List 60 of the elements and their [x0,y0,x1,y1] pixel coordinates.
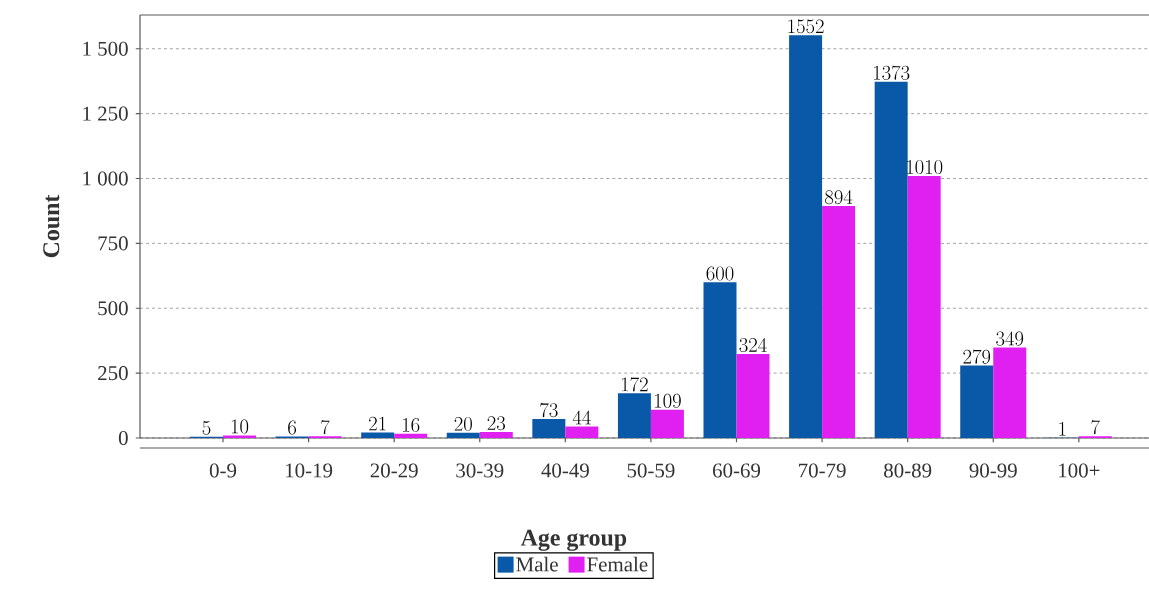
data-label: 1552 [788,19,824,34]
bar [361,432,395,438]
bar [479,432,513,438]
data-label: 349 [996,331,1024,346]
x-tick-label: 30-39 [456,463,504,478]
data-label: 1373 [874,65,910,80]
data-label: 600 [706,266,734,281]
data-label: 6 [288,420,297,435]
bar [394,433,428,438]
data-label: 279 [963,349,991,364]
x-tick-label: 90-99 [969,463,1017,478]
x-axis-title: Age group [520,529,627,551]
data-label: 44 [572,410,591,425]
y-tick-label: 750 [98,236,128,251]
y-tick-label: 1 500 [83,41,128,56]
data-label: 1 [1059,421,1066,436]
y-axis-title: Count [43,194,60,258]
bar [907,175,941,438]
bar [703,282,737,438]
x-tick-label: 80-89 [884,463,932,478]
x-tick-label: 0-9 [209,463,237,478]
data-label: 324 [739,337,767,353]
x-tick-label: 50-59 [627,463,675,478]
x-tick-label: 60-69 [713,463,761,478]
bar [736,353,770,438]
y-tick-label: 0 [118,430,128,446]
data-label: 23 [487,416,506,431]
bar [565,426,599,438]
bar [960,365,994,438]
x-tick-label: 100+ [1059,463,1100,478]
bar [446,432,480,438]
bar [874,81,908,438]
data-label: 894 [825,189,853,205]
data-label: 5 [202,420,211,435]
legend-label: Female [587,556,648,572]
data-label: 172 [622,377,648,392]
x-tick-label: 20-29 [370,463,418,478]
x-tick-label: 10-19 [286,463,333,478]
data-label: 10 [231,419,249,434]
y-tick-label: 1 000 [83,171,128,186]
bar [650,409,684,438]
y-tick-label: 250 [98,366,128,381]
bar [789,35,823,438]
data-label: 16 [403,417,420,432]
data-label: 109 [655,393,681,408]
y-tick-label: 500 [98,301,128,316]
data-label: 21 [369,416,386,431]
y-tick-label: 1 250 [83,106,128,121]
data-label: 20 [454,416,472,431]
bar [617,393,651,438]
x-tick-label: 70-79 [799,463,846,478]
bar [822,206,856,438]
data-label: 7 [321,420,330,435]
data-label: 73 [540,402,558,418]
legend-label: Male [516,556,558,572]
x-tick-label: 40-49 [541,463,589,478]
bar [223,435,257,438]
bar [532,419,566,438]
bar [993,347,1027,438]
data-label: 7 [1091,420,1100,435]
